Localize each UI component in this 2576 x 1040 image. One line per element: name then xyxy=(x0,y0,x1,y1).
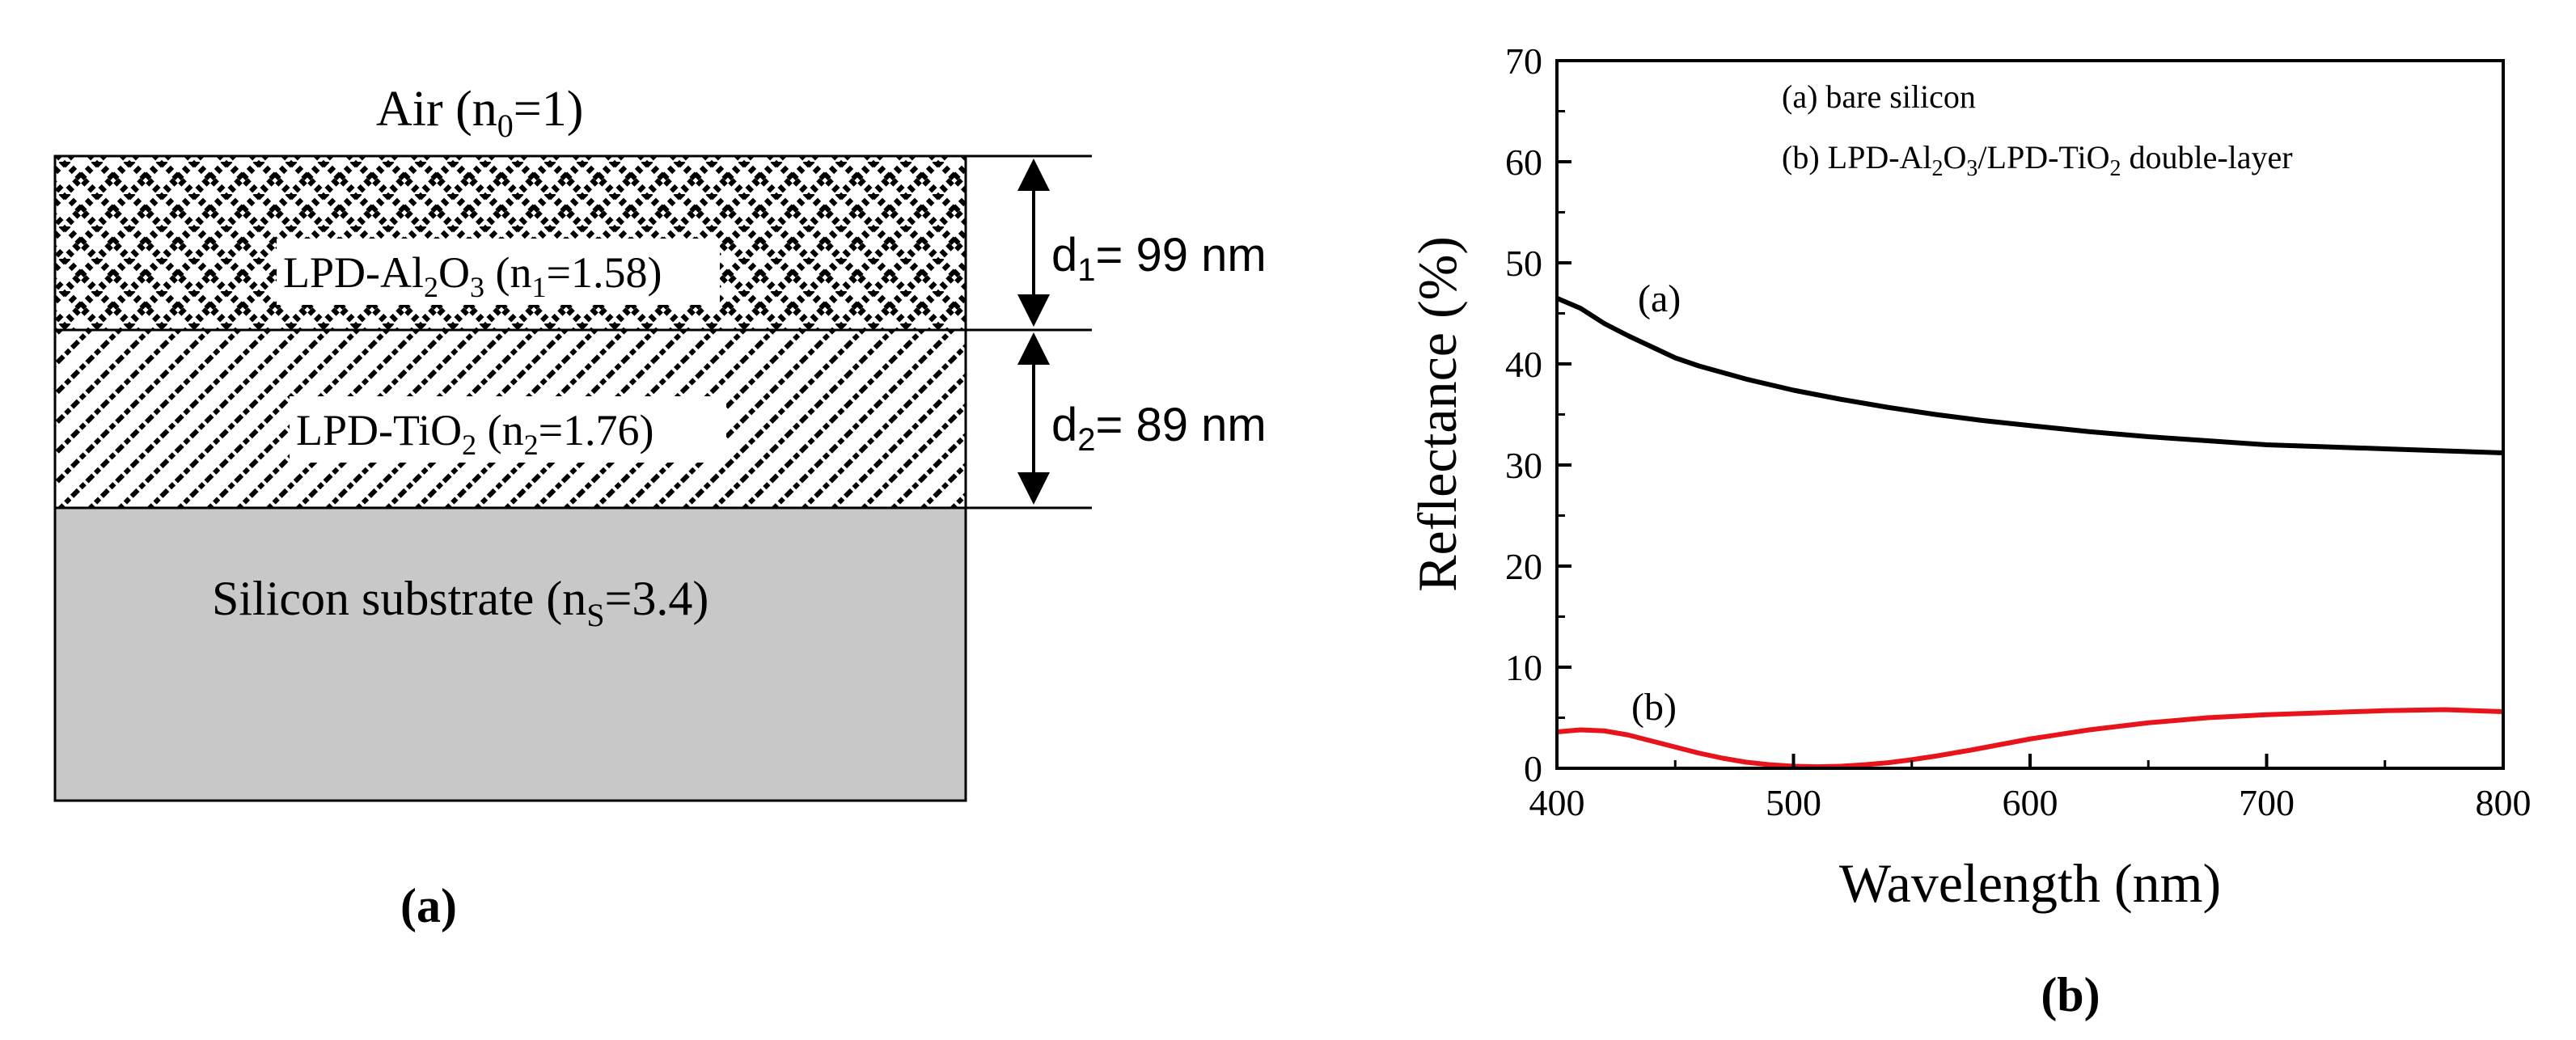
layer2-label-box xyxy=(290,396,726,463)
layer-substrate xyxy=(53,506,967,802)
chart-series-group xyxy=(1555,295,2504,770)
x-axis-label: Wavelength (nm) xyxy=(1839,852,2221,914)
legend-entry-b: (b) LPD-Al2O3/LPD-TiO2 double-layer xyxy=(1782,139,2293,181)
y-tick-label: 20 xyxy=(1505,546,1542,587)
y-tick-label: 10 xyxy=(1505,647,1542,688)
layer1-label: LPD-Al2O3 (n1=1.58) xyxy=(283,248,662,303)
d1-label: d1= 99 nm xyxy=(1051,229,1267,288)
x-tick-label: 500 xyxy=(1766,782,1821,823)
y-tick-label: 60 xyxy=(1505,142,1542,183)
air-label: Air (n0=1) xyxy=(376,82,583,144)
x-axis: 400 500 600 700 800 xyxy=(1529,754,2532,823)
y-tick-label: 40 xyxy=(1505,344,1542,385)
y-tick-label: 70 xyxy=(1505,40,1542,82)
substrate-label: Silicon substrate (nS=3.4) xyxy=(212,572,709,633)
panel-a-caption: (a) xyxy=(400,879,457,932)
series-line-a xyxy=(1555,295,2504,455)
panel-b-caption: (b) xyxy=(2041,968,2100,1021)
x-tick-label: 400 xyxy=(1529,782,1585,823)
y-axis: 0 10 20 30 40 50 60 70 xyxy=(1505,40,1571,789)
x-tick-label: 800 xyxy=(2476,782,2532,823)
panel-b-reflectance-chart: 400 500 600 700 800 0 10 20 30 40 50 60 70 Waveleng… xyxy=(1406,40,2532,1021)
curve-label-a: (a) xyxy=(1638,277,1681,320)
curve-label-b: (b) xyxy=(1631,686,1677,729)
x-tick-label: 600 xyxy=(2003,782,2058,823)
layer1-label-box xyxy=(277,239,720,305)
x-tick-label: 700 xyxy=(2239,782,2295,823)
series-line-b xyxy=(1556,707,2504,770)
layer2-label: LPD-TiO2 (n2=1.76) xyxy=(296,406,654,461)
y-tick-label: 0 xyxy=(1524,748,1542,789)
panel-a-layer-diagram: Air (n0=1) LPD-Al2O3 (n1=1.58) LPD-TiO2 … xyxy=(53,82,1267,932)
d2-label: d2= 89 nm xyxy=(1051,399,1267,458)
y-tick-label: 30 xyxy=(1505,445,1542,486)
legend-entry-a: (a) bare silicon xyxy=(1782,78,1976,115)
y-axis-label: Reflectance (%) xyxy=(1406,236,1468,592)
y-tick-label: 50 xyxy=(1505,243,1542,284)
